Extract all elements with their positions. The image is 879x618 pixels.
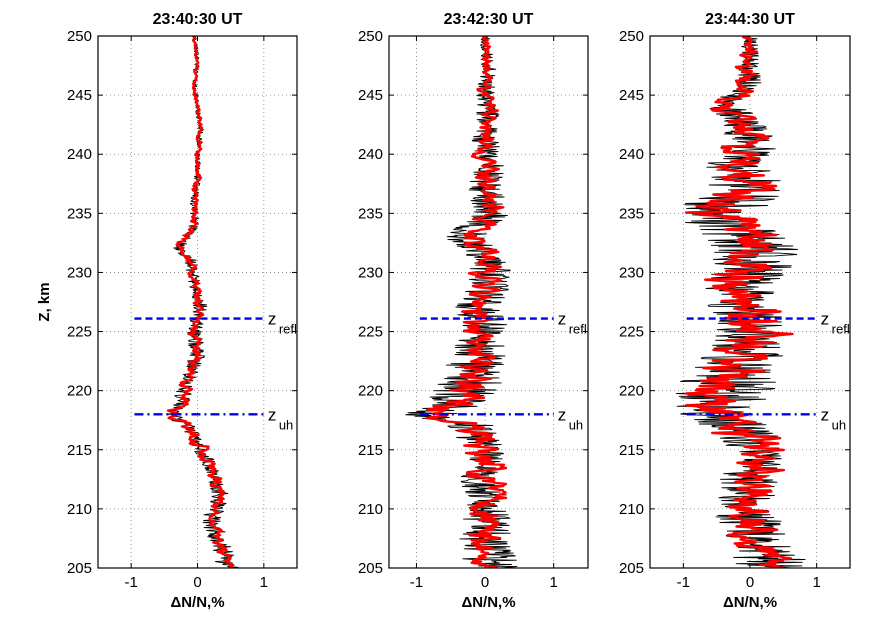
y-tick-label: 220 (358, 383, 383, 400)
x-axis-label: ΔN/N,% (170, 594, 224, 611)
y-tick-label: 250 (619, 28, 644, 45)
y-tick-label: 230 (358, 264, 383, 281)
y-tick-label: 210 (619, 501, 644, 518)
x-tick-label: 1 (550, 574, 558, 591)
ref-label-sub: uh (569, 417, 583, 432)
raw-profile-line (405, 36, 518, 568)
ref-label-z: z (558, 405, 567, 424)
ref-label-sub: refl (569, 322, 587, 337)
x-tick-label: -1 (124, 574, 137, 591)
panel-3: 23:44:30 UT 205 210 215 220 225 230 235 240 245 25… (619, 11, 851, 611)
y-tick-label: 205 (358, 560, 383, 577)
x-tick-label: 0 (193, 574, 201, 591)
smoothed-profile-line (425, 36, 508, 568)
axes-frame (388, 35, 589, 569)
y-tick-label: 245 (619, 87, 644, 104)
y-tick-label: 205 (67, 560, 92, 577)
smoothed-profile-line (684, 36, 794, 568)
x-axis-label: ΔN/N,% (461, 594, 515, 611)
y-tick-label: 215 (358, 442, 383, 459)
x-tick-label: 0 (746, 574, 754, 591)
x-tick-label: -1 (677, 574, 690, 591)
y-tick-label: 225 (67, 324, 92, 341)
axes-frame (97, 35, 298, 569)
x-tick-label: -1 (410, 574, 423, 591)
y-tick-label: 225 (619, 324, 644, 341)
x-axis-label: ΔN/N,% (723, 594, 777, 611)
grid (98, 36, 297, 568)
y-tick-label: 240 (67, 146, 92, 163)
panel-title: 23:44:30 UT (705, 11, 795, 28)
smoothed-profile-line (166, 36, 234, 568)
x-tick-label: 1 (812, 574, 820, 591)
panel-title: 23:42:30 UT (444, 11, 534, 28)
y-tick-label: 220 (67, 383, 92, 400)
x-tick-label: 1 (260, 574, 268, 591)
y-tick-label: 215 (619, 442, 644, 459)
panel-1: 23:40:30 UT 205 210 215 220 225 230 235 240 245 25… (36, 11, 298, 611)
y-tick-label: 230 (67, 264, 92, 281)
y-tick-label: 235 (67, 205, 92, 222)
ref-label-z: z (821, 405, 830, 424)
y-tick-label: 240 (358, 146, 383, 163)
panel-2: 23:42:30 UT 205 210 215 220 225 230 235 240 245 25… (358, 11, 589, 611)
y-tick-label: 245 (67, 87, 92, 104)
y-tick-label: 245 (358, 87, 383, 104)
ref-label-sub: uh (279, 417, 293, 432)
y-tick-label: 210 (358, 501, 383, 518)
ref-label-z: z (268, 310, 277, 329)
y-tick-label: 250 (67, 28, 92, 45)
y-tick-label: 230 (619, 264, 644, 281)
y-axis-label: Z, km (36, 282, 53, 321)
y-tick-label: 235 (358, 205, 383, 222)
x-tick-label: 0 (481, 574, 489, 591)
y-tick-label: 240 (619, 146, 644, 163)
ref-label-sub: refl (279, 322, 297, 337)
y-tick-label: 225 (358, 324, 383, 341)
y-tick-label: 220 (619, 383, 644, 400)
ref-label-z: z (558, 310, 567, 329)
ref-label-sub: uh (832, 417, 846, 432)
y-tick-label: 210 (67, 501, 92, 518)
panel-title: 23:40:30 UT (153, 11, 243, 28)
y-tick-label: 250 (358, 28, 383, 45)
ref-label-sub: refl (832, 322, 850, 337)
ref-label-z: z (821, 310, 830, 329)
axes-frame (649, 35, 851, 569)
y-tick-label: 215 (67, 442, 92, 459)
ref-label-z: z (268, 405, 277, 424)
raw-profile-line (166, 36, 239, 568)
y-tick-label: 205 (619, 560, 644, 577)
y-tick-label: 235 (619, 205, 644, 222)
